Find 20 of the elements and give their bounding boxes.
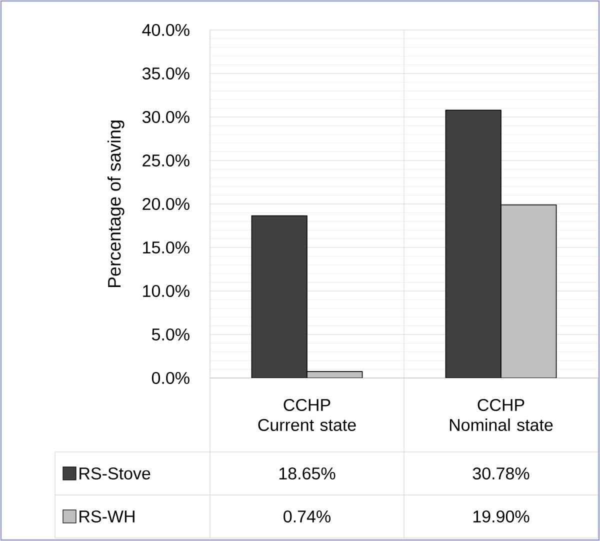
y-tick-label: 15.0% xyxy=(143,241,190,254)
data-label: 30.78% xyxy=(472,467,530,480)
y-tick-label: 35.0% xyxy=(142,67,190,80)
y-tick-label: 10.0% xyxy=(143,284,190,298)
y-tick-label: 25.0% xyxy=(142,154,190,167)
y-tick-label: 30.0% xyxy=(142,110,190,124)
legend-label: RS-Stove xyxy=(80,467,150,480)
bar xyxy=(251,215,308,378)
y-tick-label: 40.0% xyxy=(142,24,190,36)
x-tick-label: CCHP Current state xyxy=(258,398,356,432)
y-tick-label: 5.0% xyxy=(152,328,190,341)
data-label: 18.65% xyxy=(279,467,336,480)
y-tick-label: 0.0% xyxy=(152,372,190,384)
y-axis-title: Percentage of saving xyxy=(108,120,124,288)
bar xyxy=(445,110,502,378)
y-tick-label: 20.0% xyxy=(142,198,190,210)
data-label: 0.74% xyxy=(284,510,330,523)
x-tick-label: CCHP Nominal state xyxy=(450,398,553,432)
data-label: 19.90% xyxy=(473,510,530,523)
legend-label: RS-WH xyxy=(80,510,134,523)
